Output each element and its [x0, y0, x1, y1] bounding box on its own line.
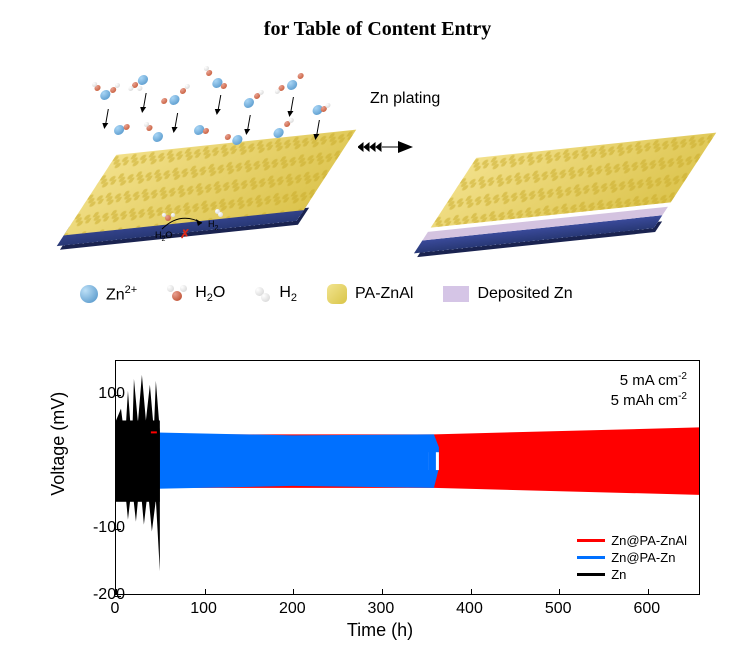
voltage-time-chart: Voltage (mV) Time (h) [40, 350, 720, 640]
legend-text: Zn@PA-ZnAl [611, 533, 687, 548]
legend-line-icon [577, 556, 605, 559]
deposition-arrow-icon [217, 95, 221, 111]
deposition-arrow-icon [290, 97, 294, 113]
legend-text: Zn [611, 567, 626, 582]
legend-label-zn2: Zn2+ [106, 284, 137, 304]
x-tick: 0 [111, 600, 120, 618]
condition-current: 5 mA cm-2 [620, 371, 687, 389]
x-tick: 300 [368, 600, 395, 618]
legend-text: Zn@PA-Zn [611, 550, 675, 565]
x-tick: 100 [190, 600, 217, 618]
series-zn [116, 375, 160, 571]
schematic-before: H2O ✗ H2 [70, 85, 350, 245]
x-tick: 200 [279, 600, 306, 618]
chart-legend: Zn@PA-ZnAl Zn@PA-Zn Zn [577, 531, 687, 582]
legend-line-icon [577, 573, 605, 576]
series-red-underlay [151, 431, 157, 433]
x-tick: 400 [456, 600, 483, 618]
deposited-zn-icon [443, 286, 469, 302]
y-tick: 0 [65, 452, 125, 470]
legend-entry: Zn@PA-ZnAl [577, 533, 687, 548]
y-tick: -100 [65, 519, 125, 537]
x-tick: 500 [545, 600, 572, 618]
deposition-arrow-icon [143, 93, 147, 109]
x-axis-label: Time (h) [40, 620, 720, 641]
h2o-icon [167, 285, 187, 303]
page-title: for Table of Content Entry [0, 0, 755, 41]
deposition-arrow-icon [174, 113, 178, 129]
schematic-legend: Zn2+ H2O H2 PA-ZnAl Deposited Zn [80, 280, 680, 308]
y-tick: 100 [65, 385, 125, 403]
pa-znal-icon [327, 284, 347, 304]
schematic-panel: H2O ✗ H2 Zn plating Zn2+ [70, 70, 690, 350]
zn-ion-icon [80, 285, 98, 303]
deposition-arrow-icon [247, 115, 251, 131]
legend-line-icon [577, 539, 605, 542]
h2-icon [255, 285, 271, 303]
x-tick: 600 [633, 600, 660, 618]
legend-label-h2: H2 [279, 284, 297, 304]
condition-capacity: 5 mAh cm-2 [611, 391, 687, 409]
plot-area: 5 mA cm-2 5 mAh cm-2 Zn@PA-ZnAl Zn@PA-Zn… [115, 360, 700, 595]
legend-entry: Zn [577, 567, 687, 582]
legend-label-paznal: PA-ZnAl [355, 285, 413, 303]
legend-label-h2o: H2O [195, 284, 225, 304]
schematic-after [430, 88, 710, 248]
plating-arrow-icon [358, 140, 413, 155]
y-axis-label: Voltage (mV) [48, 392, 69, 496]
series-zn-pa-zn [151, 432, 439, 489]
pa-znal-surface-after [431, 133, 716, 227]
deposition-arrow-icon [105, 109, 109, 125]
legend-label-depzn: Deposited Zn [477, 285, 572, 303]
legend-entry: Zn@PA-Zn [577, 550, 687, 565]
